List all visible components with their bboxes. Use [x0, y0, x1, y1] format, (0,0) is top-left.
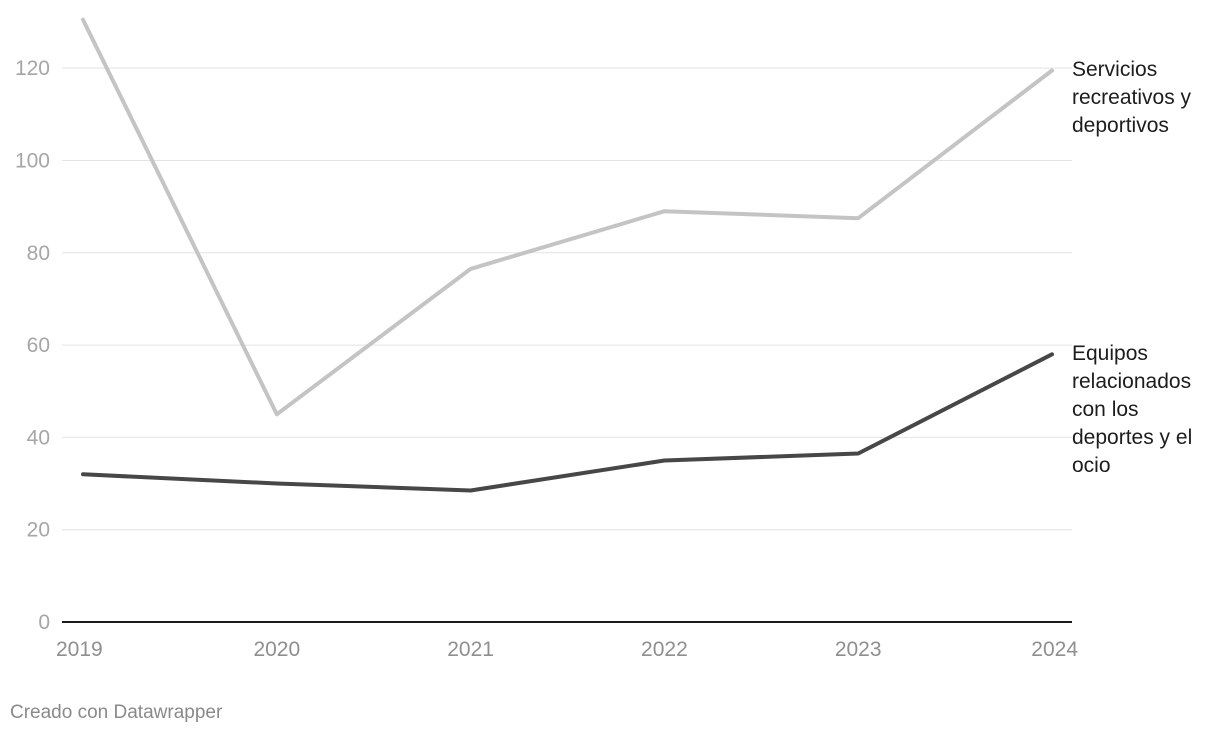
y-tick-label: 100 — [15, 149, 50, 172]
x-tick-label: 2019 — [56, 638, 103, 661]
x-tick-label: 2024 — [1031, 638, 1078, 661]
y-tick-label: 40 — [27, 426, 50, 449]
y-tick-label: 0 — [38, 611, 50, 634]
x-tick-label: 2022 — [641, 638, 688, 661]
x-tick-label: 2020 — [253, 638, 300, 661]
y-tick-label: 60 — [27, 334, 50, 357]
series-lines — [81, 17, 1054, 493]
y-tick-label: 120 — [15, 57, 50, 80]
gridlines — [62, 67, 1072, 623]
y-tick-label: 80 — [27, 242, 50, 265]
series-label-equipos: Equipos relacionados con los deportes y … — [1072, 342, 1193, 478]
series-line-0 — [81, 17, 1054, 417]
y-axis-ticks: 0 20 40 60 80 100 120 — [15, 57, 50, 634]
x-axis-ticks: 2019 2020 2021 2022 2023 2024 — [56, 638, 1078, 661]
series-label-servicios: Servicios recreativos y deportivos — [1072, 58, 1192, 138]
footer-credit: Creado con Datawrapper — [10, 702, 223, 723]
x-tick-label: 2023 — [835, 638, 882, 661]
y-tick-label: 20 — [27, 519, 50, 542]
series-line-1 — [81, 352, 1054, 493]
x-tick-label: 2021 — [447, 638, 494, 661]
